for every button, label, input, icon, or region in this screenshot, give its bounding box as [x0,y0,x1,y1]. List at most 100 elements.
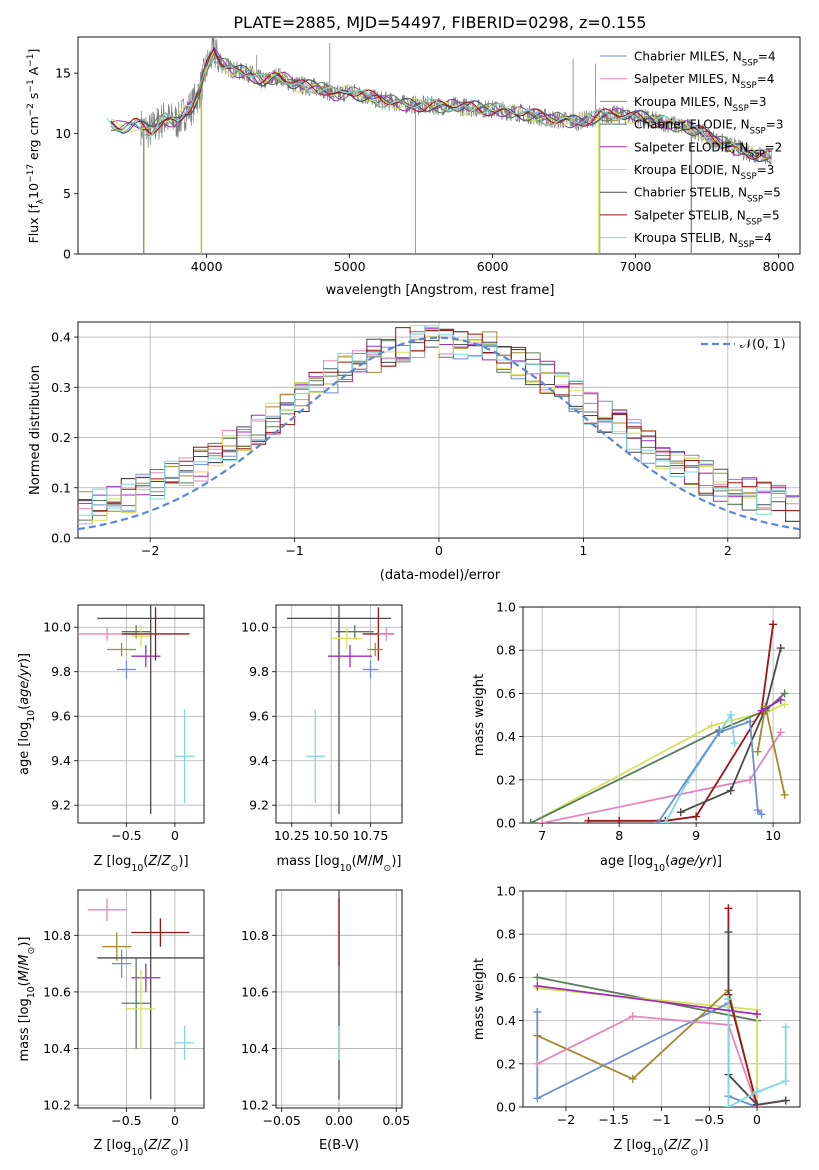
x-tick-label: 0 [171,1113,179,1128]
y-tick-label: 9.6 [249,709,269,724]
y-axis-label: mass [log10(M/M⊙)] [17,937,37,1062]
figure-title: PLATE=2885, MJD=54497, FIBERID=0298, z=0… [233,13,646,32]
legend-label-part: SSP [746,217,762,227]
legend-label: 𝒩(0, 1) [740,336,786,351]
model-sal_stelib [110,48,772,160]
model-kro_stelib [106,59,771,155]
y-tick-label: 0.4 [496,1013,516,1028]
y-tick-label: 10.2 [241,1098,269,1113]
y-axis-label-part: )] [17,653,32,663]
y-axis-label-part: age [log [17,722,32,775]
x-axis-label-part: Z [log [93,1138,131,1153]
y-tick-label: 9.4 [249,753,269,768]
legend-label-part: Chabrier MILES, N [634,50,742,64]
x-axis-label: Z [log10(Z/Z⊙)] [93,1138,188,1158]
legend-label: Kroupa STELIB, NSSP=4 [634,231,772,250]
marker-sal_stelib [692,812,701,821]
marker-kro_miles [753,747,762,756]
y-tick-label: 9.8 [51,664,71,679]
x-axis-label: Z [log10(Z/Z⊙)] [613,1138,708,1158]
x-tick-label: −1 [652,1112,670,1127]
marker-cha_stelib [726,786,735,795]
x-axis-label-part: M [372,854,383,869]
marker-cha_stelib [753,1100,762,1107]
marker-sal_elodie [533,982,542,991]
model-kro_miles [110,57,772,160]
x-axis-label-part: / [677,1138,682,1153]
marker-sal_stelib [724,904,733,913]
y-axis-label-part: Flux [f [26,204,41,244]
y-tick-label: 0.0 [51,531,71,546]
marker-kro_miles [780,790,789,799]
x-tick-label: −0.05 [263,1113,301,1128]
y-tick-label: 0.4 [496,729,516,744]
legend-label-part: SSP [741,81,757,91]
y-tick-label: 0.2 [496,772,516,787]
x-axis-label-part: 10 [131,863,143,874]
y-axis-label-part: 10 [26,183,41,199]
panel-spectrum: 4000 5000 6000 7000 8000 0 5 10 15 [55,36,801,274]
line-kro_elodie [530,703,785,823]
legend-label-part: Salpeter MILES, N [634,72,741,86]
x-tick-label: 1 [579,543,587,558]
marker-sal_stelib [769,620,778,629]
legend-label: Salpeter STELIB, NSSP=5 [634,208,780,227]
y-axis-label-part: erg cm [26,116,41,164]
marker-sal_elodie [757,706,766,715]
y-axis-label-part: mass [log [17,998,32,1061]
x-tick-label: 8000 [763,259,795,274]
y-tick-label: 1.0 [496,600,516,615]
legend-label-part: =3 [757,163,775,177]
y-tick-label: 10.2 [43,1098,71,1113]
y-axis-label-part: age/yr [17,661,32,704]
x-tick-label: 10.75 [353,828,389,843]
x-axis-label-part: Z [log [93,854,131,869]
y-tick-label: 10.6 [241,984,269,999]
legend-label: Salpeter MILES, NSSP=4 [634,72,774,91]
legend-label: Kroupa ELODIE, NSSP=3 [634,163,774,182]
marker-sal_elodie [776,695,785,704]
y-axis-label-part: ( [17,705,32,710]
x-tick-label: −2 [141,543,159,558]
y-tick-label: 15 [55,66,71,81]
marker-cha_stelib [676,808,685,817]
y-axis-label-part: s [26,93,41,104]
points-mass_vs_Z [87,890,204,1100]
y-tick-label: 10 [55,126,71,141]
points-age_vs_mass [287,605,395,815]
y-tick-label: 1.0 [496,884,516,899]
x-axis-label-part: )] [391,854,401,869]
y-tick-label: 0.0 [496,1100,516,1115]
marker-kro_stelib [781,1023,790,1032]
x-axis-label-part: ⊙ [691,1147,699,1158]
axes-frame [77,889,205,1109]
axes-frame [77,321,801,539]
marker-cha_stelib [781,1096,790,1105]
x-axis-label-part: / [368,854,373,869]
legend-label-part: SSP [742,59,758,69]
y-tick-label: 9.2 [249,798,269,813]
axes-frame [77,604,205,824]
y-tick-label: 10.0 [241,620,269,635]
x-axis-label: E(B-V) [319,1138,359,1153]
y-axis-label: mass weight [472,674,487,756]
marker-cha_stelib [724,928,733,937]
marker-cha_elodie [526,819,535,823]
x-axis-label: mass [log10(M/M⊙)] [277,854,402,874]
x-tick-label: 0 [171,828,179,843]
legend-label-part: =2 [765,140,783,154]
y-axis-label: age [log10(age/yr)] [17,653,37,775]
y-tick-label: 10.6 [43,984,71,999]
y-tick-label: 9.2 [51,798,71,813]
x-tick-label: 8 [615,828,623,843]
y-axis-label-part: )] [17,937,32,947]
legend-label: Chabrier STELIB, NSSP=5 [634,186,781,205]
panel-weight_vs_Z: −2 −1.5 −1 −0.5 0 0.0 0.2 0.4 0.6 0.8 1.0 [496,884,801,1127]
marker-sal_miles [533,1059,542,1068]
marker-cha_elodie [780,689,789,698]
y-tick-label: 10.8 [241,928,269,943]
y-axis-label-part: M [17,955,32,966]
x-axis-label-part: 10 [651,1147,663,1158]
lines-weight_vs_age [526,620,789,823]
